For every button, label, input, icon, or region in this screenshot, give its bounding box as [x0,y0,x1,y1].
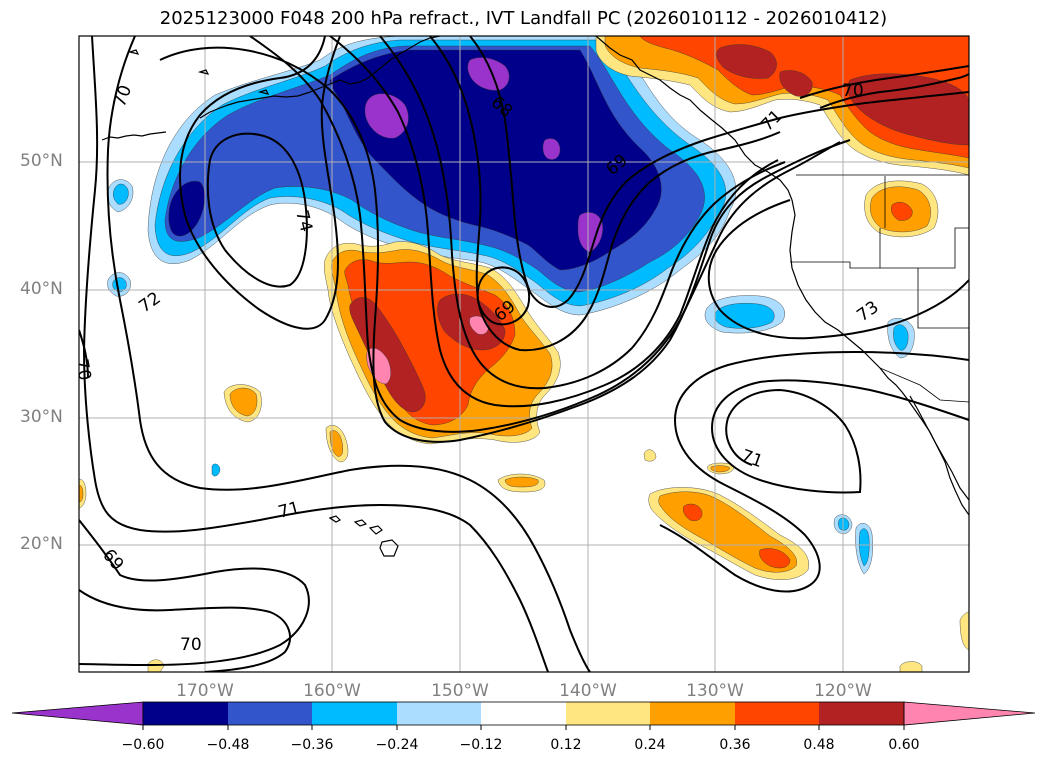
purple-anomaly-small [542,138,561,160]
lat-label-40n: 40°N [20,279,63,299]
shaded-region [710,465,731,473]
positive-anomaly-patches [79,384,969,672]
shaded-region [716,44,777,79]
shaded-region [838,517,850,531]
interior-west-anomaly [864,180,939,238]
shaded-region [504,476,539,488]
colorbar-frame [142,701,905,726]
colorbar-tick-label: 0.48 [803,737,835,753]
lon-label-140w: 140°W [559,681,617,701]
colorbar-tick-label: 0.60 [888,737,920,753]
shaded-region [683,503,703,521]
lon-label-150w: 150°W [431,681,489,701]
purple-anomaly-north [364,93,409,139]
shaded-region [79,485,84,503]
shaded-region [759,548,791,569]
colorbar-extend-right [903,701,1036,726]
colorbar-tick-label: −0.48 [206,737,250,753]
colorbar-swatch [650,702,735,725]
blue-anomaly-navy [329,49,662,271]
colorbar-swatch [228,702,312,725]
colorbar-tick-label: 0.12 [550,737,582,753]
plot-frame [78,35,970,673]
colorbar-tick-label: −0.24 [375,737,419,753]
contour-label: 71 [276,498,302,523]
lon-label-120w: 120°W [814,681,872,701]
colorbar-swatch [819,702,904,725]
lat-label-30n: 30°N [20,407,63,427]
shaded-region [899,661,923,672]
shaded-region [229,387,258,417]
colorbar-tick-label: −0.36 [290,737,334,753]
colorbar-tick-label: −0.12 [459,737,503,753]
shaded-region [779,70,813,97]
lat-label-50n: 50°N [20,151,63,171]
lon-label-170w: 170°W [176,681,234,701]
colorbar-extend-left [11,701,144,726]
northeast-anomaly-region [595,36,969,176]
negative-anomaly-region [147,36,737,316]
lat-label-20n: 20°N [20,534,63,554]
lon-label-160w: 160°W [303,681,361,701]
colorbar [11,701,1036,730]
lon-label-130w: 130°W [686,681,744,701]
blue-anomaly-patches [107,179,915,575]
shaded-region [859,528,870,567]
colorbar-swatch [566,702,650,725]
refractivity-contours [79,36,969,672]
shaded-region [113,183,129,205]
purple-anomaly-center [467,57,510,91]
contour-label: 70 [842,81,864,101]
colorbar-ticks [142,725,905,730]
shaded-region [211,463,221,477]
map-title: 2025123000 F048 200 hPa refract., IVT La… [159,8,888,29]
contour-label: 72 [135,288,164,317]
colorbar-swatch [143,702,228,725]
colorbar-tick-label: 0.36 [719,737,751,753]
contour-label: 73 [853,297,882,326]
shaded-region [959,611,969,651]
pos-anomaly-firebrick [349,297,426,413]
shaded-region [112,277,127,292]
colorbar-swatch [481,702,566,725]
shaded-region [893,324,909,351]
colorbar-swatch [312,702,397,725]
lat-gridlines [79,161,969,546]
colorbar-swatch [735,702,819,725]
contour-label: 70 [180,635,202,655]
navy-anomaly-west [168,180,205,237]
shaded-region [891,202,913,221]
contour-label: 74 [291,208,316,234]
shaded-region [643,449,657,462]
contour-label: 71 [738,446,765,472]
positive-anomaly-region [324,241,561,445]
political-borders [790,174,969,403]
contour-label: 70 [71,357,94,382]
colorbar-swatch [397,702,481,725]
shaded-region [714,303,775,329]
colorbar-tick-label: 0.24 [634,737,666,753]
contour-label: 71 [757,106,786,135]
colorbar-tick-label: −0.60 [121,737,165,753]
